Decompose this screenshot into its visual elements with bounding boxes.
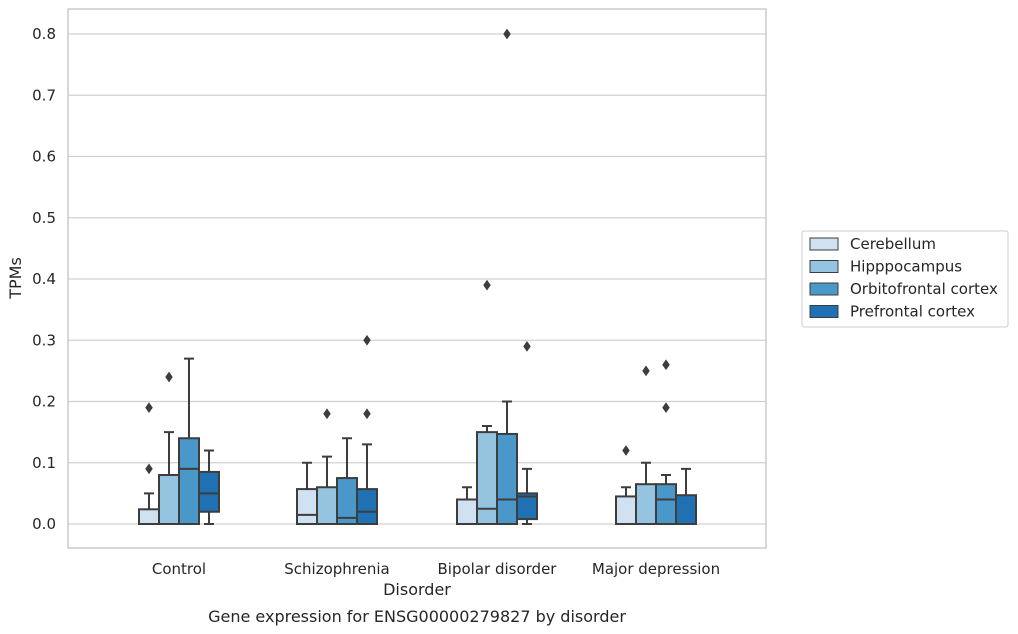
outlier-point bbox=[622, 445, 630, 456]
grid-lines bbox=[68, 33, 766, 525]
box-body bbox=[655, 483, 677, 525]
legend-label: Prefrontal cortex bbox=[850, 303, 975, 321]
box-body bbox=[356, 488, 378, 525]
box-orbitofrontal-cortex bbox=[496, 28, 518, 525]
box-body bbox=[675, 494, 697, 525]
box-prefrontal-cortex bbox=[675, 467, 697, 525]
box-body bbox=[615, 495, 637, 525]
legend-label: Orbitofrontal cortex bbox=[850, 280, 998, 298]
box-cerebellum bbox=[456, 486, 478, 525]
box-cerebellum bbox=[296, 461, 318, 525]
box-orbitofrontal-cortex bbox=[336, 437, 358, 525]
outlier-point bbox=[363, 334, 371, 346]
y-tick-labels: 0.0 0.1 0.2 0.3 0.4 0.5 0.6 0.7 0.8 bbox=[32, 25, 56, 533]
legend-swatch bbox=[809, 305, 839, 318]
y-tick-label: 0.0 bbox=[32, 515, 56, 533]
box-body bbox=[496, 432, 518, 525]
y-tick-label: 0.3 bbox=[32, 331, 56, 349]
y-tick-label: 0.1 bbox=[32, 454, 56, 472]
outlier-point bbox=[363, 408, 371, 420]
outlier-point bbox=[503, 28, 511, 40]
box-prefrontal-cortex bbox=[516, 340, 538, 525]
box-body bbox=[198, 470, 220, 513]
outlier-point bbox=[523, 340, 531, 352]
outlier-point bbox=[323, 408, 331, 420]
y-tick-label: 0.4 bbox=[32, 270, 56, 288]
box-body bbox=[516, 492, 538, 521]
outlier-point bbox=[642, 365, 650, 377]
box-body bbox=[456, 498, 478, 525]
box-prefrontal-cortex bbox=[198, 449, 220, 525]
box-body bbox=[296, 488, 318, 525]
legend-swatch bbox=[809, 260, 839, 273]
x-tick-labels: Control Schizophrenia Bipolar disorder Majo… bbox=[152, 560, 720, 578]
legend: Cerebellum Hipppocampus Orbitofrontal cort… bbox=[801, 230, 1009, 328]
y-tick-label: 0.5 bbox=[32, 209, 56, 227]
legend-frame bbox=[801, 230, 1009, 328]
box-cerebellum bbox=[615, 445, 637, 525]
y-tick-label: 0.6 bbox=[32, 148, 56, 166]
chart-caption: Gene expression for ENSG00000279827 by d… bbox=[208, 607, 626, 626]
box-prefrontal-cortex bbox=[356, 334, 378, 525]
box-hipppocampus bbox=[316, 408, 338, 525]
box-body bbox=[178, 437, 200, 525]
x-tick-label: Major depression bbox=[592, 560, 720, 578]
x-tick-label: Bipolar disorder bbox=[438, 560, 558, 578]
y-axis-label: TPMs bbox=[6, 257, 25, 300]
box-body bbox=[316, 486, 338, 525]
box-orbitofrontal-cortex bbox=[655, 359, 677, 525]
box-body bbox=[476, 431, 498, 525]
box-hipppocampus bbox=[635, 365, 657, 525]
x-axis-label: Disorder bbox=[383, 580, 451, 599]
legend-label: Cerebellum bbox=[850, 235, 936, 253]
y-tick-label: 0.2 bbox=[32, 393, 56, 411]
box-orbitofrontal-cortex bbox=[178, 357, 200, 525]
x-tick-label: Schizophrenia bbox=[284, 560, 389, 578]
box-body bbox=[138, 508, 160, 525]
outlier-point bbox=[145, 463, 153, 475]
outlier-point bbox=[662, 402, 670, 414]
legend-swatch bbox=[809, 282, 839, 296]
outlier-point bbox=[662, 359, 670, 371]
outlier-point bbox=[145, 402, 153, 414]
legend-swatch bbox=[809, 237, 839, 251]
legend-label: Hipppocampus bbox=[850, 258, 962, 276]
box-body bbox=[635, 483, 657, 525]
box-hipppocampus bbox=[158, 371, 180, 525]
y-tick-label: 0.7 bbox=[32, 86, 56, 104]
y-tick-label: 0.8 bbox=[32, 25, 56, 43]
outlier-point bbox=[483, 279, 491, 291]
box-cerebellum bbox=[138, 402, 160, 525]
x-tick-label: Control bbox=[152, 560, 206, 578]
outlier-point bbox=[165, 371, 173, 383]
box-body bbox=[158, 474, 180, 525]
box-series bbox=[138, 28, 697, 525]
plot-frame bbox=[67, 8, 767, 549]
